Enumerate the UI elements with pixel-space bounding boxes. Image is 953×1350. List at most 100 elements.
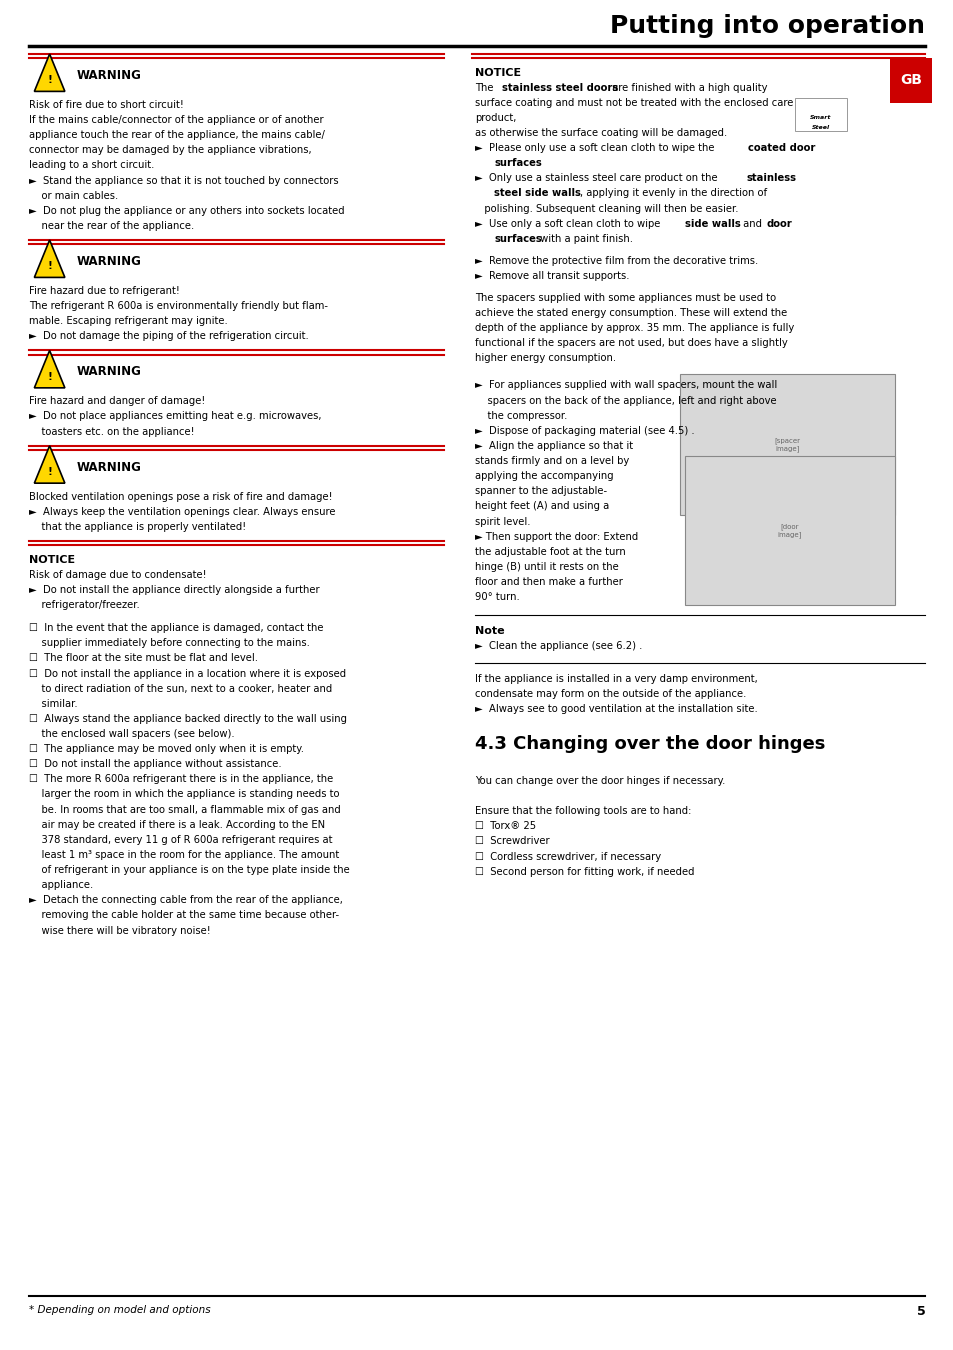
Text: 5: 5 xyxy=(916,1305,924,1319)
Text: larger the room in which the appliance is standing needs to: larger the room in which the appliance i… xyxy=(29,790,338,799)
Bar xyxy=(794,99,846,131)
Text: !: ! xyxy=(47,467,52,477)
Text: ☐  The more R 600a refrigerant there is in the appliance, the: ☐ The more R 600a refrigerant there is i… xyxy=(29,775,333,784)
Text: Blocked ventilation openings pose a risk of fire and damage!: Blocked ventilation openings pose a risk… xyxy=(29,491,332,502)
Text: connector may be damaged by the appliance vibrations,: connector may be damaged by the applianc… xyxy=(29,146,311,155)
Text: be. In rooms that are too small, a flammable mix of gas and: be. In rooms that are too small, a flamm… xyxy=(29,805,340,814)
Text: .: . xyxy=(537,158,539,169)
Text: [door
image]: [door image] xyxy=(777,522,801,537)
Text: ☐  Do not install the appliance in a location where it is exposed: ☐ Do not install the appliance in a loca… xyxy=(29,668,345,679)
Text: ►  Do not place appliances emitting heat e.g. microwaves,: ► Do not place appliances emitting heat … xyxy=(29,412,321,421)
Text: ☐  Screwdriver: ☐ Screwdriver xyxy=(475,837,549,846)
Text: !: ! xyxy=(47,371,52,382)
Text: ☐  In the event that the appliance is damaged, contact the: ☐ In the event that the appliance is dam… xyxy=(29,624,323,633)
Text: !: ! xyxy=(47,76,52,85)
Text: higher energy consumption.: higher energy consumption. xyxy=(475,354,616,363)
Text: You can change over the door hinges if necessary.: You can change over the door hinges if n… xyxy=(475,776,724,786)
Text: refrigerator/freezer.: refrigerator/freezer. xyxy=(29,599,139,610)
Text: spanner to the adjustable-: spanner to the adjustable- xyxy=(475,486,606,497)
Text: height feet (A) and using a: height feet (A) and using a xyxy=(475,501,609,512)
Text: polishing. Subsequent cleaning will then be easier.: polishing. Subsequent cleaning will then… xyxy=(475,204,738,213)
Text: stainless: stainless xyxy=(746,173,796,184)
Text: depth of the appliance by approx. 35 mm. The appliance is fully: depth of the appliance by approx. 35 mm.… xyxy=(475,323,794,333)
Text: side walls: side walls xyxy=(684,219,740,228)
Text: ►  Always keep the ventilation openings clear. Always ensure: ► Always keep the ventilation openings c… xyxy=(29,506,335,517)
Text: WARNING: WARNING xyxy=(76,460,141,474)
Text: leading to a short circuit.: leading to a short circuit. xyxy=(29,161,153,170)
Text: hinge (B) until it rests on the: hinge (B) until it rests on the xyxy=(475,562,618,572)
Text: ►  Align the appliance so that it: ► Align the appliance so that it xyxy=(475,441,633,451)
Text: Risk of damage due to condensate!: Risk of damage due to condensate! xyxy=(29,570,206,579)
Text: achieve the stated energy consumption. These will extend the: achieve the stated energy consumption. T… xyxy=(475,308,786,317)
Text: ►  Detach the connecting cable from the rear of the appliance,: ► Detach the connecting cable from the r… xyxy=(29,895,342,906)
Text: If the mains cable/connector of the appliance or of another: If the mains cable/connector of the appl… xyxy=(29,115,323,126)
Polygon shape xyxy=(34,446,65,483)
Text: * Depending on model and options: * Depending on model and options xyxy=(29,1305,210,1315)
Text: , applying it evenly in the direction of: , applying it evenly in the direction of xyxy=(579,189,766,198)
Text: door: door xyxy=(765,219,791,228)
Polygon shape xyxy=(34,54,65,92)
Text: ►  Only use a stainless steel care product on the: ► Only use a stainless steel care produc… xyxy=(475,173,720,184)
Text: the enclosed wall spacers (see below).: the enclosed wall spacers (see below). xyxy=(29,729,234,738)
Text: !: ! xyxy=(47,261,52,271)
Text: stainless steel doors: stainless steel doors xyxy=(501,82,618,93)
Text: surfaces: surfaces xyxy=(494,234,541,244)
Text: the compressor.: the compressor. xyxy=(475,410,567,421)
Text: mable. Escaping refrigerant may ignite.: mable. Escaping refrigerant may ignite. xyxy=(29,316,227,327)
Text: appliance.: appliance. xyxy=(29,880,92,890)
Text: air may be created if there is a leak. According to the EN: air may be created if there is a leak. A… xyxy=(29,819,324,830)
Text: ►  Do not damage the piping of the refrigeration circuit.: ► Do not damage the piping of the refrig… xyxy=(29,331,308,342)
Text: NOTICE: NOTICE xyxy=(29,555,74,564)
Text: ☐  Always stand the appliance backed directly to the wall using: ☐ Always stand the appliance backed dire… xyxy=(29,714,346,724)
Text: The refrigerant R 600a is environmentally friendly but flam-: The refrigerant R 600a is environmentall… xyxy=(29,301,327,310)
Text: WARNING: WARNING xyxy=(76,255,141,267)
Bar xyxy=(684,456,894,605)
Text: Fire hazard and danger of damage!: Fire hazard and danger of damage! xyxy=(29,397,205,406)
Text: ☐  Do not install the appliance without assistance.: ☐ Do not install the appliance without a… xyxy=(29,759,281,769)
Text: Ensure that the following tools are to hand:: Ensure that the following tools are to h… xyxy=(475,806,691,817)
Text: Note: Note xyxy=(475,626,504,636)
Bar xyxy=(679,374,894,516)
Text: least 1 m³ space in the room for the appliance. The amount: least 1 m³ space in the room for the app… xyxy=(29,850,338,860)
Text: Smart: Smart xyxy=(809,115,831,120)
Text: [spacer
image]: [spacer image] xyxy=(774,437,800,452)
Text: ►  Always see to good ventilation at the installation site.: ► Always see to good ventilation at the … xyxy=(475,705,757,714)
Text: 378 standard, every 11 g of R 600a refrigerant requires at: 378 standard, every 11 g of R 600a refri… xyxy=(29,834,332,845)
Text: coated door: coated door xyxy=(747,143,815,153)
Text: ► Then support the door: Extend: ► Then support the door: Extend xyxy=(475,532,638,541)
Text: The: The xyxy=(475,82,497,93)
Text: condensate may form on the outside of the appliance.: condensate may form on the outside of th… xyxy=(475,688,745,699)
Text: ☐  Torx® 25: ☐ Torx® 25 xyxy=(475,821,536,832)
Text: ☐  The floor at the site must be flat and level.: ☐ The floor at the site must be flat and… xyxy=(29,653,257,663)
Text: are finished with a high quality: are finished with a high quality xyxy=(608,82,766,93)
Text: WARNING: WARNING xyxy=(76,69,141,82)
Text: spacers on the back of the appliance, left and right above: spacers on the back of the appliance, le… xyxy=(475,396,776,405)
Polygon shape xyxy=(34,240,65,277)
Text: Putting into operation: Putting into operation xyxy=(610,14,924,38)
Text: steel side walls: steel side walls xyxy=(494,189,580,198)
Text: GB: GB xyxy=(899,73,922,86)
Text: with a paint finish.: with a paint finish. xyxy=(537,234,633,244)
Text: of refrigerant in your appliance is on the type plate inside the: of refrigerant in your appliance is on t… xyxy=(29,865,349,875)
Text: NOTICE: NOTICE xyxy=(475,68,520,77)
Text: Steel: Steel xyxy=(811,126,829,131)
Text: spirit level.: spirit level. xyxy=(475,517,530,526)
Text: ►  Remove all transit supports.: ► Remove all transit supports. xyxy=(475,271,629,281)
Polygon shape xyxy=(34,351,65,387)
Text: to direct radiation of the sun, next to a cooker, heater and: to direct radiation of the sun, next to … xyxy=(29,683,332,694)
Text: as otherwise the surface coating will be damaged.: as otherwise the surface coating will be… xyxy=(475,128,726,138)
Text: ☐  Cordless screwdriver, if necessary: ☐ Cordless screwdriver, if necessary xyxy=(475,852,660,861)
Text: ☐  The appliance may be moved only when it is empty.: ☐ The appliance may be moved only when i… xyxy=(29,744,303,755)
Text: ►  Clean the appliance (see 6.2) .: ► Clean the appliance (see 6.2) . xyxy=(475,641,641,651)
Text: floor and then make a further: floor and then make a further xyxy=(475,576,622,587)
Text: the adjustable foot at the turn: the adjustable foot at the turn xyxy=(475,547,625,556)
Text: applying the accompanying: applying the accompanying xyxy=(475,471,613,481)
Text: ►  Stand the appliance so that it is not touched by connectors: ► Stand the appliance so that it is not … xyxy=(29,176,338,185)
Text: stands firmly and on a level by: stands firmly and on a level by xyxy=(475,456,629,466)
Text: ►  Do not install the appliance directly alongside a further: ► Do not install the appliance directly … xyxy=(29,585,319,595)
Text: surface coating and must not be treated with the enclosed care: surface coating and must not be treated … xyxy=(475,97,793,108)
Text: 4.3 Changing over the door hinges: 4.3 Changing over the door hinges xyxy=(475,736,824,753)
Text: Fire hazard due to refrigerant!: Fire hazard due to refrigerant! xyxy=(29,286,179,296)
Text: ►  Please only use a soft clean cloth to wipe the: ► Please only use a soft clean cloth to … xyxy=(475,143,717,153)
Text: near the rear of the appliance.: near the rear of the appliance. xyxy=(29,221,193,231)
